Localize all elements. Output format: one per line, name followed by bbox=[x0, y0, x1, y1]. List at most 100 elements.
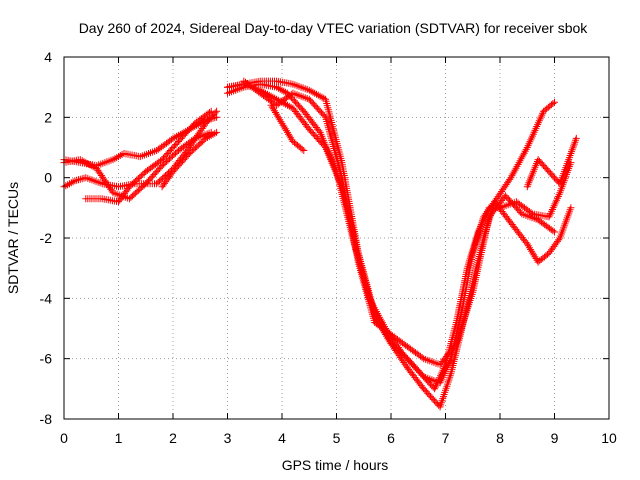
data-point bbox=[281, 122, 283, 125]
data-point bbox=[510, 222, 512, 224]
data-point bbox=[324, 146, 327, 149]
data-point bbox=[455, 342, 458, 345]
data-points bbox=[60, 77, 580, 411]
data-point bbox=[526, 146, 529, 149]
data-point bbox=[270, 104, 272, 107]
data-point bbox=[390, 333, 392, 336]
series-track-6 bbox=[224, 77, 558, 411]
data-point bbox=[172, 137, 174, 140]
data-point bbox=[155, 149, 158, 152]
x-tick-label: 6 bbox=[387, 430, 395, 446]
data-point bbox=[406, 366, 409, 369]
data-point bbox=[537, 219, 539, 221]
data-point bbox=[341, 161, 343, 164]
series-markers bbox=[60, 128, 215, 203]
chart-title: Day 260 of 2024, Sidereal Day-to-day VTE… bbox=[79, 20, 589, 36]
data-point bbox=[79, 158, 82, 161]
data-point bbox=[422, 375, 425, 378]
data-point bbox=[161, 185, 163, 188]
data-point bbox=[215, 131, 218, 134]
data-point bbox=[259, 83, 262, 85]
data-point bbox=[128, 185, 131, 188]
data-point bbox=[406, 345, 409, 348]
data-point bbox=[101, 182, 103, 185]
data-point bbox=[292, 92, 294, 94]
series-track-2 bbox=[60, 128, 215, 203]
x-tick-label: 3 bbox=[224, 430, 232, 446]
data-point bbox=[570, 152, 572, 155]
data-point bbox=[144, 170, 147, 173]
data-point bbox=[226, 86, 229, 88]
data-point bbox=[308, 128, 311, 131]
data-point bbox=[95, 167, 98, 170]
data-point bbox=[85, 197, 87, 200]
data-point bbox=[537, 158, 539, 161]
data-point bbox=[172, 170, 174, 173]
data-point bbox=[319, 131, 321, 134]
data-point bbox=[521, 213, 523, 215]
data-point bbox=[101, 197, 103, 200]
data-point bbox=[450, 372, 452, 375]
data-point bbox=[526, 243, 529, 245]
data-point bbox=[117, 201, 120, 203]
data-point bbox=[526, 185, 529, 188]
data-point bbox=[548, 252, 550, 254]
data-point bbox=[324, 116, 327, 119]
y-tick-label: -4 bbox=[40, 290, 53, 306]
data-point bbox=[553, 231, 556, 233]
data-point bbox=[559, 182, 561, 185]
data-point bbox=[422, 357, 425, 360]
series-track-5 bbox=[158, 128, 221, 191]
data-point bbox=[215, 110, 218, 113]
data-point bbox=[275, 104, 278, 107]
plot-frame bbox=[63, 56, 610, 420]
series-track-4 bbox=[82, 107, 215, 206]
x-tick-label: 10 bbox=[601, 430, 617, 446]
data-point bbox=[292, 140, 294, 143]
data-point bbox=[210, 110, 212, 113]
grid-lines bbox=[64, 57, 609, 419]
data-point bbox=[439, 382, 441, 384]
x-tick-label: 5 bbox=[333, 430, 341, 446]
x-tick-label: 7 bbox=[442, 430, 450, 446]
data-point bbox=[215, 116, 218, 119]
data-point bbox=[177, 149, 180, 152]
data-point bbox=[471, 252, 474, 254]
data-point bbox=[275, 98, 278, 101]
series-track-10 bbox=[267, 101, 308, 154]
axis-ticks: 0 1 2 3 4 5 6 7 8 9 10 -8 -6 -4 -2 0 2 4 bbox=[40, 49, 617, 446]
data-point bbox=[117, 185, 120, 188]
data-point bbox=[461, 309, 463, 312]
data-point bbox=[324, 98, 327, 101]
series-track-9 bbox=[240, 77, 558, 369]
data-point bbox=[570, 207, 572, 209]
data-point bbox=[488, 216, 490, 218]
y-tick-label: 4 bbox=[44, 49, 52, 65]
data-point bbox=[439, 363, 441, 366]
data-point bbox=[85, 176, 87, 179]
data-point bbox=[548, 170, 550, 173]
data-point bbox=[542, 110, 545, 113]
data-point bbox=[188, 146, 191, 149]
data-point bbox=[537, 261, 539, 263]
data-point bbox=[515, 201, 518, 203]
data-point bbox=[559, 237, 561, 239]
data-point bbox=[204, 137, 207, 140]
y-tick-label: 0 bbox=[44, 170, 52, 186]
data-point bbox=[308, 98, 311, 101]
data-point bbox=[259, 92, 262, 94]
x-tick-label: 2 bbox=[169, 430, 177, 446]
data-point bbox=[308, 89, 311, 91]
x-tick-label: 4 bbox=[278, 430, 286, 446]
data-point bbox=[188, 152, 191, 155]
series-markers bbox=[224, 77, 558, 411]
data-point bbox=[303, 110, 305, 113]
data-point bbox=[204, 122, 207, 125]
y-axis-label: SDTVAR / TECUs bbox=[5, 182, 21, 294]
data-point bbox=[161, 158, 163, 161]
data-point bbox=[161, 164, 163, 167]
data-point bbox=[390, 342, 392, 345]
x-axis-label: GPS time / hours bbox=[282, 457, 389, 473]
y-tick-label: 2 bbox=[44, 109, 52, 125]
data-point bbox=[341, 176, 343, 179]
